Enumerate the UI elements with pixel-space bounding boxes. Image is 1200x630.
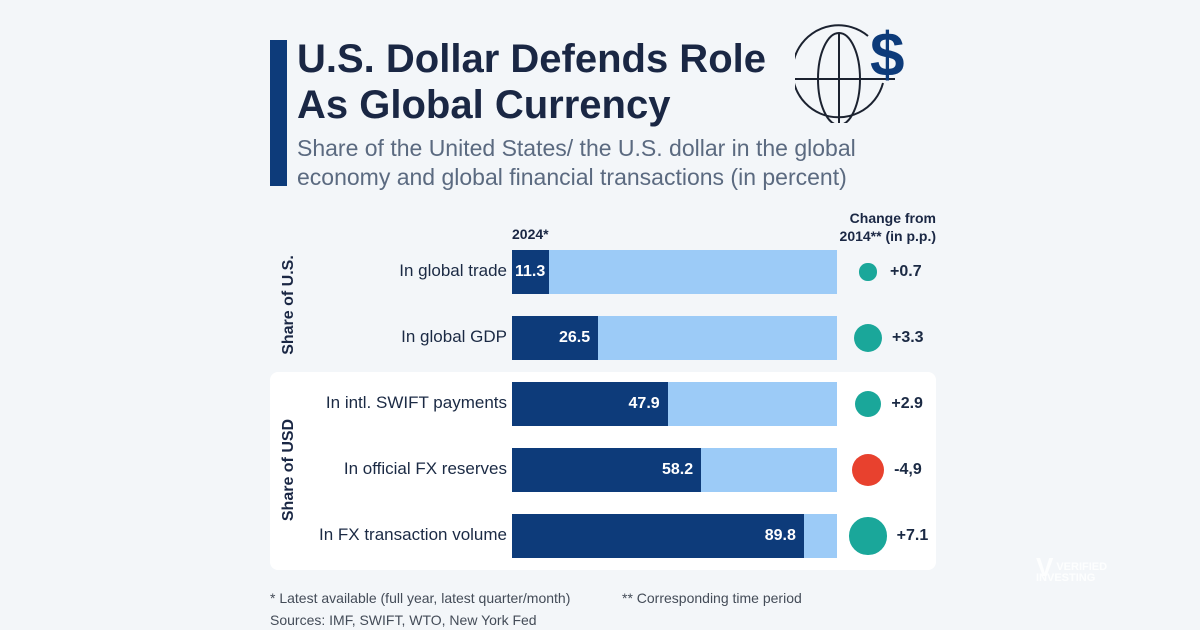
change-circle: [849, 517, 887, 555]
change-circle: [851, 453, 885, 487]
watermark-logo: V VERIFIED INVESTING: [1036, 552, 1108, 584]
change-circle: [854, 390, 882, 418]
footnote-1: * Latest available (full year, latest qu…: [270, 590, 571, 606]
bar-track: 47.9: [512, 382, 837, 426]
change-label: -4,9: [894, 461, 922, 478]
change-label: +7.1: [896, 527, 929, 544]
bar-value-label: 89.8: [764, 527, 796, 544]
bar: 47.9: [512, 382, 668, 426]
chart-title: U.S. Dollar Defends Role As Global Curre…: [297, 37, 766, 127]
column-header-2024: 2024*: [512, 226, 549, 242]
category-label: In global trade: [399, 261, 507, 280]
footnote-2: ** Corresponding time period: [622, 590, 802, 606]
bar: 26.5: [512, 316, 599, 360]
svg-text:$: $: [870, 21, 904, 90]
chart-subtitle: Share of the United States/ the U.S. dol…: [297, 135, 856, 190]
category-label: In global GDP: [401, 327, 507, 346]
bar-value-label: 47.9: [628, 395, 660, 412]
change-circle: [859, 263, 877, 281]
category-label: In FX transaction volume: [318, 525, 507, 544]
bar-track: 26.5: [512, 316, 837, 360]
title-accent-bar: [270, 40, 287, 186]
change-label: +3.3: [891, 329, 924, 346]
bar-value-label: 58.2: [662, 461, 694, 478]
change-header-line2: 2014** (in p.p.): [839, 228, 936, 244]
change-header-line1: Change from: [849, 210, 936, 226]
bar: 89.8: [512, 514, 804, 558]
change-header: Change from 2014** (in p.p.): [800, 209, 936, 245]
bar-track: 89.8: [512, 514, 837, 558]
bar-value-label: 26.5: [558, 329, 591, 346]
change-label: +2.9: [891, 395, 923, 412]
bar-track: 58.2: [512, 448, 837, 492]
category-label: In intl. SWIFT payments: [325, 393, 507, 412]
bar-value-label: 11.3: [515, 263, 546, 280]
change-label: +0.7: [890, 263, 922, 280]
sources: Sources: IMF, SWIFT, WTO, New York Fed: [270, 612, 537, 628]
bar-track: 11.3: [512, 250, 837, 294]
globe-dollar-icon: $: [795, 21, 904, 123]
change-circle: [854, 324, 882, 352]
category-label: In official FX reserves: [343, 459, 507, 478]
bar: 11.3: [512, 250, 549, 294]
bar: 58.2: [512, 448, 702, 492]
